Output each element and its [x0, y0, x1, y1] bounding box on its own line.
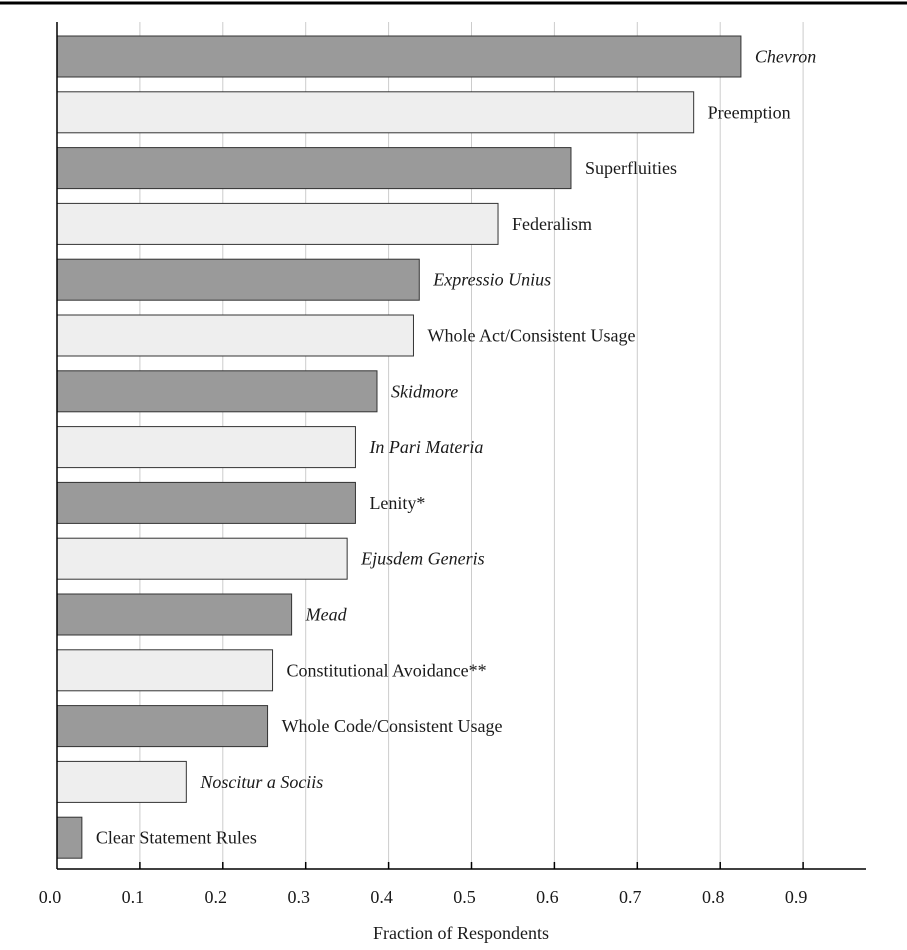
bar	[56, 816, 83, 859]
bar-label: Chevron	[755, 47, 816, 67]
x-tick-label: 0.2	[205, 887, 228, 907]
bar-label: Lenity*	[369, 493, 425, 513]
bar	[56, 426, 356, 469]
bar	[56, 705, 269, 748]
bar-label: Clear Statement Rules	[96, 828, 257, 848]
bar-label: Ejusdem Generis	[360, 549, 484, 569]
bar	[56, 370, 378, 413]
bar	[56, 314, 414, 357]
x-ticks: 0.0 0.1 0.2 0.3 0.4 0.5 0.6 0.7 0.8 0.9	[39, 862, 808, 907]
bar	[56, 760, 187, 803]
bar-label: Constitutional Avoidance**	[287, 660, 487, 680]
axes	[56, 22, 866, 870]
bar	[56, 593, 293, 636]
x-axis-title: Fraction of Respondents	[373, 923, 549, 943]
bar-label: Mead	[305, 605, 348, 625]
bar	[56, 481, 356, 524]
x-tick-label: 0.6	[536, 887, 559, 907]
bar	[56, 147, 572, 190]
bars: Chevron Preemption Superfluities Federalism…	[56, 35, 816, 859]
x-tick-label: 0.1	[122, 887, 145, 907]
bar-label: Whole Act/Consistent Usage	[427, 326, 635, 346]
bar-label: Noscitur a Sociis	[199, 772, 323, 792]
x-tick-label: 0.9	[785, 887, 808, 907]
bar	[56, 258, 420, 301]
bar	[56, 537, 348, 580]
bar-label: Expressio Unius	[432, 270, 551, 290]
bar-label: Whole Code/Consistent Usage	[282, 716, 503, 736]
bar	[56, 202, 499, 245]
x-tick-label: 0.4	[370, 887, 393, 907]
x-tick-label: 0.8	[702, 887, 725, 907]
bar-label: Superfluities	[585, 158, 677, 178]
bar-label: Skidmore	[391, 381, 458, 401]
x-tick-label: 0.5	[453, 887, 476, 907]
bar-label: In Pari Materia	[368, 437, 483, 457]
x-tick-label: 0.3	[287, 887, 310, 907]
bar	[56, 649, 274, 692]
bar	[56, 91, 695, 134]
bar-label: Federalism	[512, 214, 592, 234]
bar-label: Preemption	[708, 102, 791, 122]
x-tick-label: 0.7	[619, 887, 642, 907]
bar	[56, 35, 742, 78]
x-tick-label: 0.0	[39, 887, 62, 907]
